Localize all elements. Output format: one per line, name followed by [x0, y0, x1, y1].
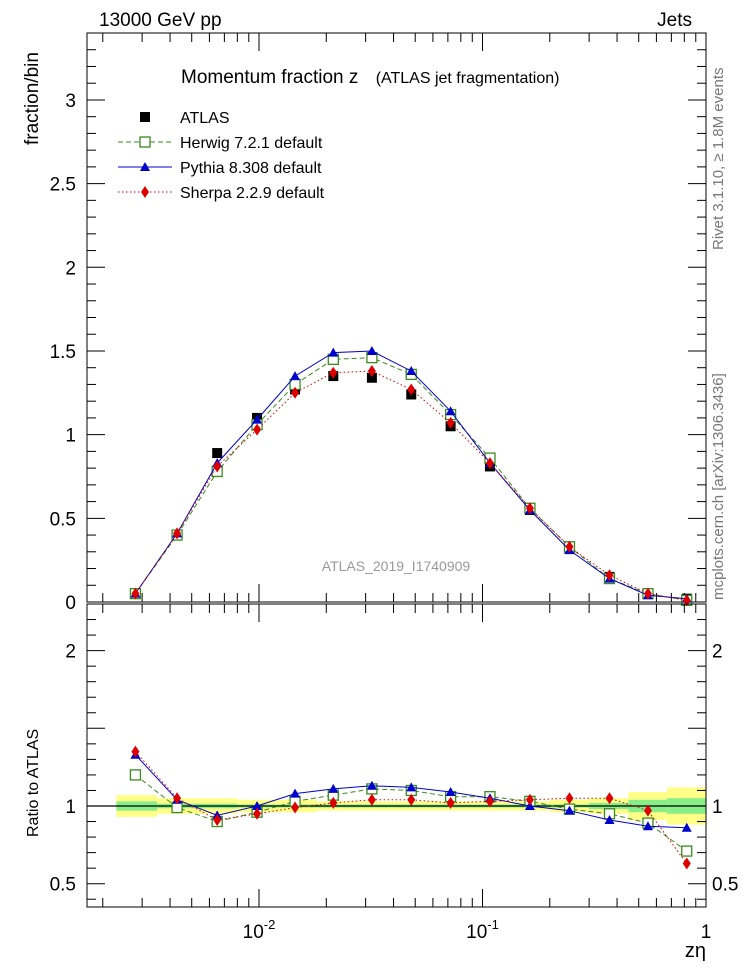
main-y-tick-label: 2: [65, 258, 76, 279]
ratio-series-2-point: [173, 792, 182, 805]
ratio-series-0-point: [681, 845, 693, 857]
x-tick-label: 10-1: [466, 917, 499, 943]
ratio-series-2-point: [253, 807, 262, 820]
ratio-y-tick-label: 2: [65, 642, 76, 663]
main-y-tick-label: 3: [65, 91, 76, 112]
series-3-point: [565, 540, 574, 553]
ratio-ylabel: Ratio to ATLAS: [25, 729, 42, 837]
main-y-tick-label: 0.5: [50, 509, 76, 530]
ratio-series-2-point: [407, 793, 416, 806]
ratio-series-1-point: [290, 788, 301, 798]
ratio-series-0-point: [129, 769, 142, 781]
ratio-series-1-point: [681, 822, 692, 832]
ratio-y-tick-label: 0.5: [50, 875, 76, 896]
ratio-y-tick-label-right: 0.5: [712, 875, 738, 896]
series-3-point: [525, 502, 534, 515]
ratio-series-2-point: [213, 813, 222, 826]
series-2-point: [445, 406, 456, 416]
series-3-point: [485, 457, 494, 470]
ratio-series-1-point: [406, 782, 417, 792]
ratio-frame: [86, 603, 707, 908]
ratio-series-2-point: [682, 857, 691, 870]
legend: ATLAS Herwig 7.2.1 default Pythia 8.308 de…: [118, 110, 325, 202]
legend-label: Sherpa 2.2.9 default: [180, 185, 325, 202]
series-2-point: [290, 371, 301, 381]
plot-title-main: Momentum fraction z: [181, 67, 358, 88]
ratio-series-2-point: [525, 793, 534, 806]
series-0-point: [212, 448, 223, 459]
legend-marker: [141, 186, 149, 198]
x-tick-label: 1: [701, 922, 712, 943]
series-3-point: [367, 365, 376, 378]
series-3-point: [131, 587, 140, 600]
header-left: 13000 GeV pp: [99, 10, 222, 31]
series-3-point: [446, 416, 455, 429]
series-3-point: [605, 569, 614, 582]
main-y-tick-label: 2.5: [50, 175, 76, 196]
main-ylabel: fraction/bin: [22, 52, 43, 145]
ratio-series-1-point: [604, 814, 615, 824]
ratio-series-2-line: [135, 751, 688, 864]
series-1-line: [134, 357, 687, 601]
series-3-point: [173, 527, 182, 540]
x-axis-label: zη: [685, 940, 706, 962]
series-3-point: [213, 460, 222, 473]
rivet-label: Rivet 3.1.10, ≥ 1.8M events: [710, 68, 727, 251]
ratio-series-1-point: [252, 801, 263, 810]
series-3-point: [643, 587, 652, 600]
ratio-series-2-point: [131, 745, 140, 758]
series-3-line: [134, 370, 687, 601]
series-2-point: [406, 366, 417, 376]
ratio-series-1-point: [328, 783, 339, 793]
ratio-series-1-point: [366, 780, 377, 790]
ratio-y-tick-label-right: 1: [712, 797, 723, 818]
main-y-tick-label: 1.5: [50, 342, 76, 363]
legend-marker: [139, 136, 151, 148]
main-panel: 0 0.5 1 1.5 2 2.5 3: [50, 32, 707, 614]
ratio-y-tick-label: 1: [65, 797, 76, 818]
ratio-series-2-point: [565, 792, 574, 805]
series-3-point: [253, 423, 262, 436]
ratio-series-2-point: [329, 796, 338, 809]
ratio-series-1-point: [642, 821, 653, 831]
ratio-series-1-point: [445, 787, 456, 797]
series-2-point: [252, 414, 263, 424]
legend-marker: [140, 162, 150, 171]
header-right: Jets: [657, 10, 692, 31]
series-3-point: [291, 386, 300, 399]
ratio-series-1-point: [564, 805, 575, 815]
ratio-y-tick-label-right: 2: [712, 642, 723, 663]
ratio-series-2-point: [291, 801, 300, 814]
x-tick-label: 10-2: [243, 917, 276, 943]
series-3-point: [329, 366, 338, 379]
ratio-series-2-point: [605, 792, 614, 805]
analysis-watermark: ATLAS_2019_I1740909: [322, 558, 471, 574]
plot-title-sub: (ATLAS jet fragmentation): [376, 70, 560, 87]
mcplots-label: mcplots.cern.ch [arXiv:1306.3436]: [710, 373, 727, 600]
ratio-series-2-point: [367, 793, 376, 806]
series-2-point: [366, 345, 377, 355]
ratio-series-2-point: [643, 804, 652, 817]
legend-label: ATLAS: [180, 110, 230, 127]
main-y-tick-label: 0: [65, 593, 76, 614]
legend-label: Pythia 8.308 default: [180, 160, 322, 177]
ratio-series-2-point: [446, 796, 455, 809]
ratio-series-2-point: [485, 795, 494, 808]
ratio-panel: 10-2 10-1 1 0.5 0.5 1 1 2 2: [50, 603, 738, 943]
series-3-point: [407, 383, 416, 396]
main-y-tick-label: 1: [65, 426, 76, 447]
series-0-point: [366, 372, 377, 383]
series-2-point: [328, 347, 339, 357]
legend-marker: [140, 112, 150, 122]
plot-title: Momentum fraction z (ATLAS jet fragmenta…: [181, 67, 559, 88]
legend-label: Herwig 7.2.1 default: [180, 135, 323, 152]
series-3-point: [682, 594, 691, 607]
